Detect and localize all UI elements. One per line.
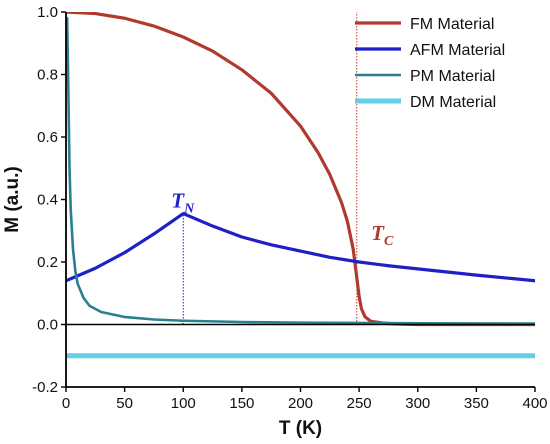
x-tick-label: 300: [405, 395, 430, 412]
legend-label: FM Material: [410, 16, 494, 33]
y-tick-label: 0.8: [37, 67, 58, 84]
tick-group: 0 50 100 150 200 250 300 350 400 -0.2 0.0 0.2 0.4 0.6…: [32, 4, 547, 412]
x-tick-label: 350: [464, 395, 489, 412]
y-tick-label: 1.0: [37, 4, 58, 21]
y-tick-label: 0.0: [37, 317, 58, 334]
x-tick-label: 400: [522, 395, 547, 412]
y-tick-label: 0.6: [37, 129, 58, 146]
annotation-tn: TN: [171, 188, 195, 216]
x-axis-title: T (K): [279, 418, 322, 439]
series-line-pm-material: [66, 16, 535, 325]
series-line-afm-material: [66, 211, 535, 283]
legend-label: DM Material: [410, 94, 496, 111]
legend-label: PM Material: [410, 68, 495, 85]
legend-label: AFM Material: [410, 42, 505, 59]
x-tick-label: 200: [288, 395, 313, 412]
x-tick-label: 150: [229, 395, 254, 412]
x-tick-label: 100: [171, 395, 196, 412]
reference-lines: [182, 12, 358, 325]
x-tick-label: 250: [347, 395, 372, 412]
x-tick-label: 50: [116, 395, 133, 412]
y-tick-label: 0.2: [37, 254, 58, 271]
y-tick-label: -0.2: [32, 379, 58, 396]
y-axis-title: M (a.u.): [2, 166, 23, 233]
legend: FM Material AFM Material PM Material DM Mat…: [355, 16, 505, 111]
annotation-group: TN TC: [171, 188, 394, 249]
y-tick-label: 0.4: [37, 192, 58, 209]
annotation-tc: TC: [371, 221, 394, 249]
series-group: [66, 12, 535, 359]
x-tick-label: 0: [62, 395, 70, 412]
